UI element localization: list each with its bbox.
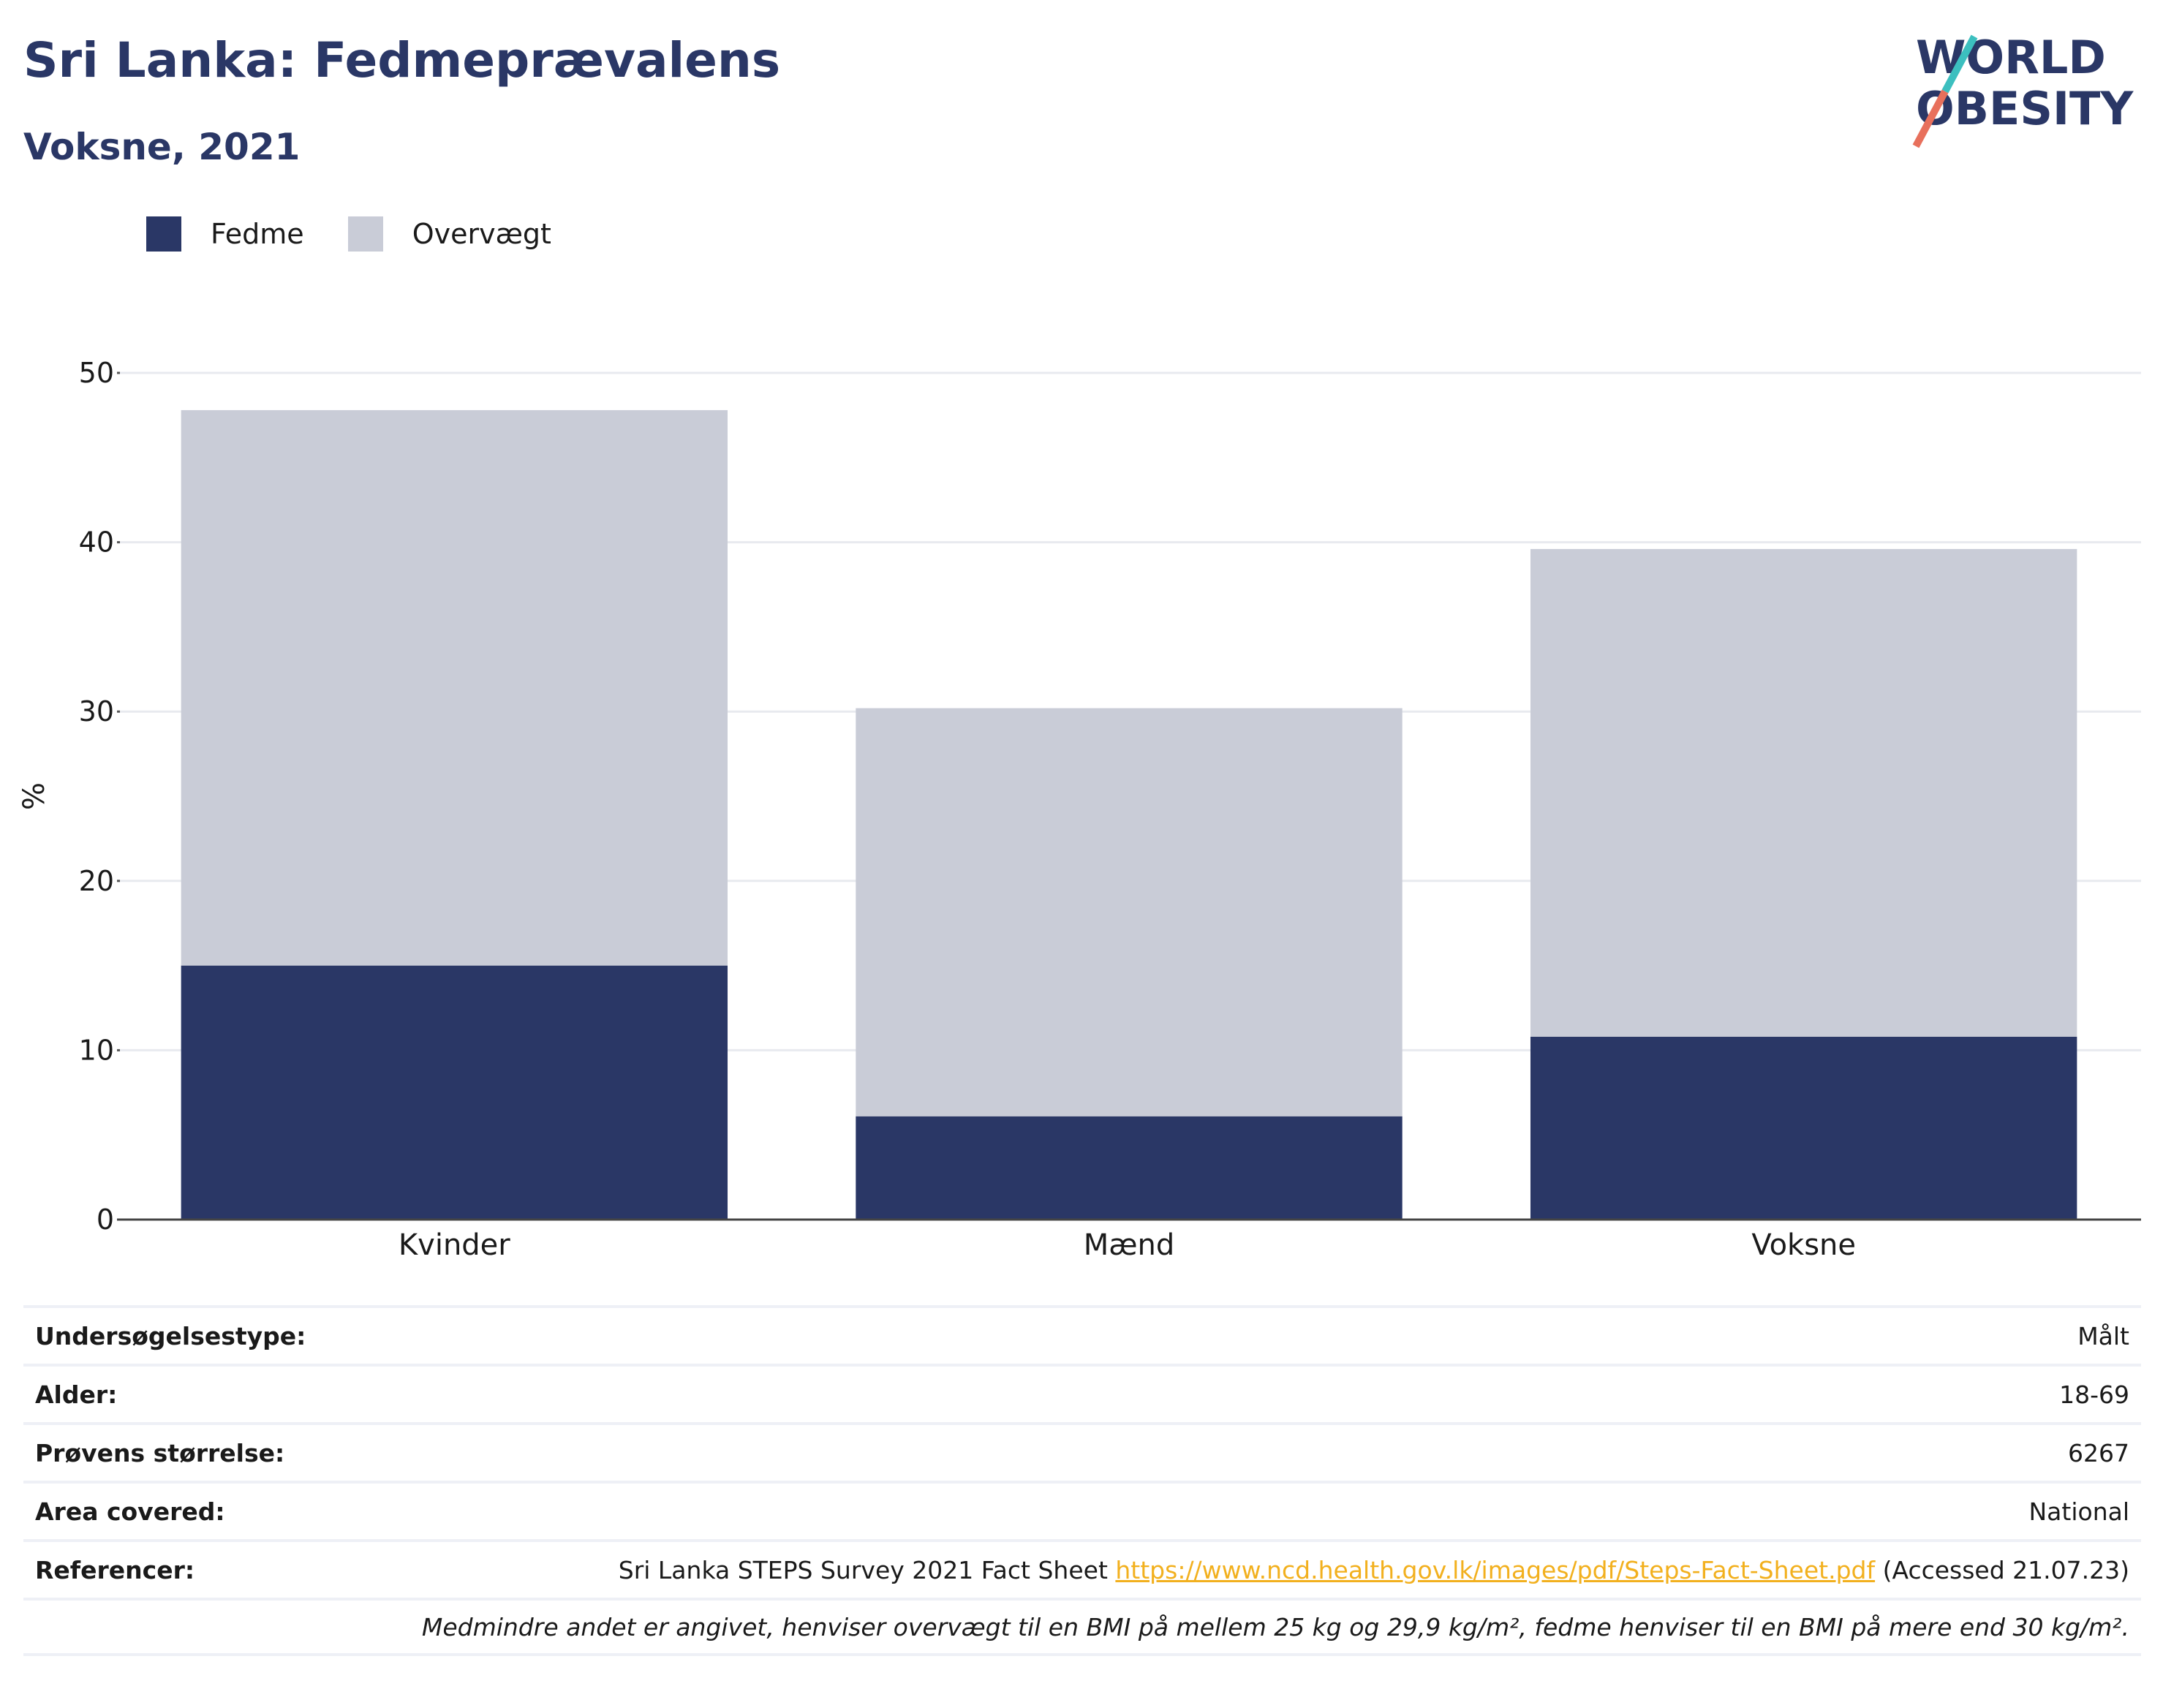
definition-note: Medmindre andet er angivet, henviser ove… — [421, 1612, 2129, 1641]
meta-row-note: Medmindre andet er angivet, henviser ove… — [23, 1598, 2141, 1656]
logo-line1: WORLD — [1916, 31, 2106, 84]
bar-overvægt-voksne — [1530, 548, 2077, 1037]
bar-fedme-mænd — [856, 1116, 1403, 1220]
meta-val-age: 18-69 — [2059, 1380, 2129, 1409]
chart-title: Sri Lanka: Fedmeprævalens — [23, 32, 781, 88]
y-tick-label-50: 50 — [79, 357, 114, 389]
meta-key-area: Area covered: — [35, 1497, 225, 1526]
x-tick-label-2: Voksne — [1751, 1228, 1856, 1262]
legend-label-fedme: Fedme — [211, 218, 304, 250]
legend-item-overvaegt[interactable]: Overvægt — [347, 216, 551, 252]
meta-row-age: Alder: 18-69 — [23, 1364, 2141, 1422]
meta-val-sample-size: 6267 — [2068, 1438, 2129, 1467]
bar-fedme-kvinder — [181, 965, 728, 1220]
meta-val-area: National — [2028, 1497, 2129, 1526]
bar-overvægt-kvinder — [181, 409, 728, 966]
meta-key-age: Alder: — [35, 1380, 118, 1409]
meta-row-sample-size: Prøvens størrelse: 6267 — [23, 1422, 2141, 1481]
meta-key-sample-size: Prøvens størrelse: — [35, 1438, 285, 1467]
meta-key-survey-type: Undersøgelsestype: — [35, 1321, 306, 1350]
y-tick-label-30: 30 — [79, 695, 114, 728]
meta-key-references: Referencer: — [35, 1555, 195, 1584]
legend: Fedme Overvægt — [146, 216, 595, 252]
y-axis-label: % — [18, 782, 51, 810]
ref-link[interactable]: https://www.ncd.health.gov.lk/images/pdf… — [1115, 1555, 1876, 1584]
legend-swatch-fedme — [146, 216, 181, 252]
legend-label-overvaegt: Overvægt — [412, 218, 551, 250]
x-tick-label-1: Mænd — [1084, 1228, 1175, 1262]
metadata-table: Undersøgelsestype: Målt Alder: 18-69 Prø… — [23, 1305, 2141, 1656]
ref-text: Sri Lanka STEPS Survey 2021 Fact Sheet — [618, 1555, 1116, 1584]
chart-subtitle: Voksne, 2021 — [23, 126, 301, 168]
y-tick-label-10: 10 — [79, 1034, 114, 1066]
meta-val-survey-type: Målt — [2077, 1321, 2129, 1350]
y-tick-label-0: 0 — [97, 1203, 114, 1236]
logo-slash-teal — [1941, 34, 1978, 94]
world-obesity-logo: WORLD OBESITY — [1912, 31, 2134, 148]
meta-row-references: Referencer: Sri Lanka STEPS Survey 2021 … — [23, 1539, 2141, 1598]
bar-overvægt-mænd — [856, 708, 1403, 1116]
y-tick-label-40: 40 — [79, 526, 114, 559]
bar-fedme-voksne — [1530, 1036, 2077, 1220]
ref-accessed: (Accessed 21.07.23) — [1875, 1555, 2129, 1584]
logo-slash-coral — [1912, 89, 1949, 148]
legend-item-fedme[interactable]: Fedme — [146, 216, 304, 252]
meta-row-area: Area covered: National — [23, 1481, 2141, 1539]
meta-val-references: Sri Lanka STEPS Survey 2021 Fact Sheet h… — [619, 1556, 2129, 1584]
legend-swatch-overvaegt — [347, 216, 383, 252]
logo-line2: OBESITY — [1916, 82, 2134, 135]
bar-chart: 0 10 20 30 40 50% Kvinder Mænd Voksne — [18, 357, 2141, 1262]
meta-row-survey-type: Undersøgelsestype: Målt — [23, 1305, 2141, 1364]
y-tick-label-20: 20 — [79, 865, 114, 897]
x-tick-label-0: Kvinder — [399, 1228, 510, 1262]
